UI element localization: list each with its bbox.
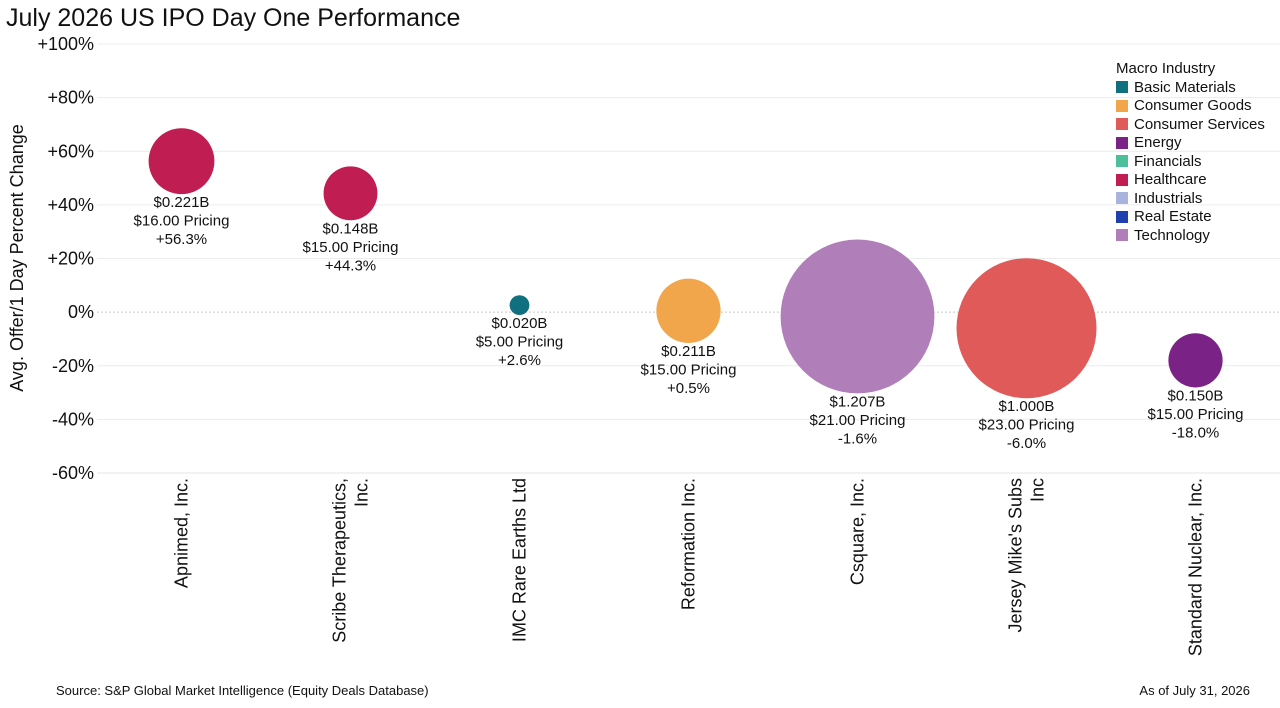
- legend-swatch: [1116, 210, 1128, 223]
- legend-item[interactable]: Technology: [1116, 226, 1265, 245]
- bubble-data-label: +56.3%: [156, 231, 207, 248]
- y-tick-label: 0%: [68, 302, 94, 322]
- source-note: Source: S&P Global Market Intelligence (…: [56, 683, 429, 698]
- bubble-data-label: $0.020B: [492, 315, 548, 332]
- legend-label: Technology: [1134, 226, 1210, 244]
- legend-label: Consumer Goods: [1134, 97, 1252, 115]
- x-category-label: Reformation Inc.: [679, 478, 699, 610]
- legend-item[interactable]: Basic Materials: [1116, 78, 1265, 97]
- y-tick-label: -20%: [52, 356, 94, 376]
- legend-swatch: [1116, 192, 1128, 205]
- legend-item[interactable]: Real Estate: [1116, 208, 1265, 227]
- y-tick-label: -60%: [52, 463, 94, 483]
- y-axis-label-group: Avg. Offer/1 Day Percent Change: [7, 124, 27, 392]
- x-category-label: IMC Rare Earths Ltd: [510, 478, 530, 642]
- bubble-data-label: -18.0%: [1172, 424, 1220, 441]
- x-category-label: Apnimed, Inc.: [172, 478, 192, 588]
- as-of-date: As of July 31, 2026: [1139, 683, 1250, 698]
- x-category-label: Jersey Mike's Subs: [1006, 478, 1026, 633]
- legend: Macro Industry Basic Materials Consumer G…: [1116, 60, 1265, 245]
- legend-label: Basic Materials: [1134, 78, 1236, 96]
- x-category-label: Standard Nuclear, Inc.: [1186, 478, 1206, 656]
- legend-swatch: [1116, 99, 1128, 112]
- bubble-data-label: +44.3%: [325, 257, 376, 274]
- x-category-label: Inc.: [352, 478, 372, 507]
- legend-item[interactable]: Consumer Services: [1116, 115, 1265, 134]
- x-axis-labels: Apnimed, Inc. Scribe Therapeutics, Inc. IMC…: [172, 478, 1206, 656]
- bubble-data-label: $1.000B: [999, 398, 1055, 415]
- bubble-data-label: $23.00 Pricing: [979, 417, 1075, 434]
- legend-label: Healthcare: [1134, 171, 1207, 189]
- bubble-data-label: $0.211B: [661, 343, 716, 360]
- bubble-data-label: $0.150B: [1168, 387, 1224, 404]
- legend-swatch: [1116, 81, 1128, 94]
- x-category-label: Inc: [1028, 478, 1048, 502]
- bubble-data-label: $15.00 Pricing: [641, 361, 737, 378]
- bubble-data-label: $5.00 Pricing: [476, 334, 564, 351]
- bubble[interactable]: [956, 258, 1097, 399]
- bubble[interactable]: [1168, 333, 1223, 388]
- y-tick-label: +60%: [47, 141, 94, 161]
- chart-title: July 2026 US IPO Day One Performance: [6, 4, 461, 32]
- y-tick-label: +80%: [47, 88, 94, 108]
- y-tick-label: +100%: [37, 34, 94, 54]
- legend-label: Financials: [1134, 152, 1202, 170]
- x-category-label: Scribe Therapeutics,: [330, 478, 350, 643]
- bubble-data-label: $0.148B: [323, 220, 379, 237]
- y-tick-label: +20%: [47, 249, 94, 269]
- bubble-data-label: $0.221B: [154, 194, 210, 211]
- bubble-data-label: -6.0%: [1007, 435, 1046, 452]
- legend-item[interactable]: Energy: [1116, 134, 1265, 153]
- bubbles: [148, 128, 1223, 399]
- legend-label: Energy: [1134, 134, 1182, 152]
- legend-item[interactable]: Industrials: [1116, 189, 1265, 208]
- x-category-label: Csquare, Inc.: [848, 478, 868, 585]
- legend-swatch: [1116, 155, 1128, 168]
- bubble[interactable]: [148, 128, 215, 195]
- legend-swatch: [1116, 229, 1128, 242]
- bubble-data-label: $15.00 Pricing: [1148, 406, 1244, 423]
- bubble[interactable]: [509, 295, 530, 316]
- bubble-data-label: -1.6%: [838, 430, 877, 447]
- bubble-data-label: $15.00 Pricing: [303, 239, 399, 256]
- legend-swatch: [1116, 136, 1128, 149]
- legend-label: Consumer Services: [1134, 115, 1265, 133]
- legend-item[interactable]: Financials: [1116, 152, 1265, 171]
- legend-label: Industrials: [1134, 189, 1203, 207]
- bubble-data-label: $21.00 Pricing: [810, 412, 906, 429]
- legend-swatch: [1116, 118, 1128, 131]
- y-axis-ticks: +100% +80% +60% +40% +20% 0% -20% -40% -60%: [37, 34, 94, 483]
- bubble[interactable]: [656, 278, 721, 343]
- gridlines: [97, 43, 1280, 474]
- y-tick-label: -40%: [52, 409, 94, 429]
- bubble-data-label: $1.207B: [830, 393, 886, 410]
- bubble-data-label: +2.6%: [498, 352, 541, 369]
- bubble-data-label: +0.5%: [667, 380, 710, 397]
- legend-swatch: [1116, 173, 1128, 186]
- legend-title: Macro Industry: [1116, 60, 1216, 77]
- legend-label: Real Estate: [1134, 208, 1212, 226]
- y-tick-label: +40%: [47, 195, 94, 215]
- bubble-data-label: $16.00 Pricing: [134, 213, 230, 230]
- legend-item[interactable]: Healthcare: [1116, 171, 1265, 190]
- bubble[interactable]: [780, 239, 935, 394]
- y-axis-label: Avg. Offer/1 Day Percent Change: [7, 124, 27, 392]
- bubble[interactable]: [323, 166, 378, 221]
- bubble-labels: $0.221B $16.00 Pricing+56.3% $0.148B $15.00…: [134, 194, 1244, 452]
- legend-item[interactable]: Consumer Goods: [1116, 97, 1265, 116]
